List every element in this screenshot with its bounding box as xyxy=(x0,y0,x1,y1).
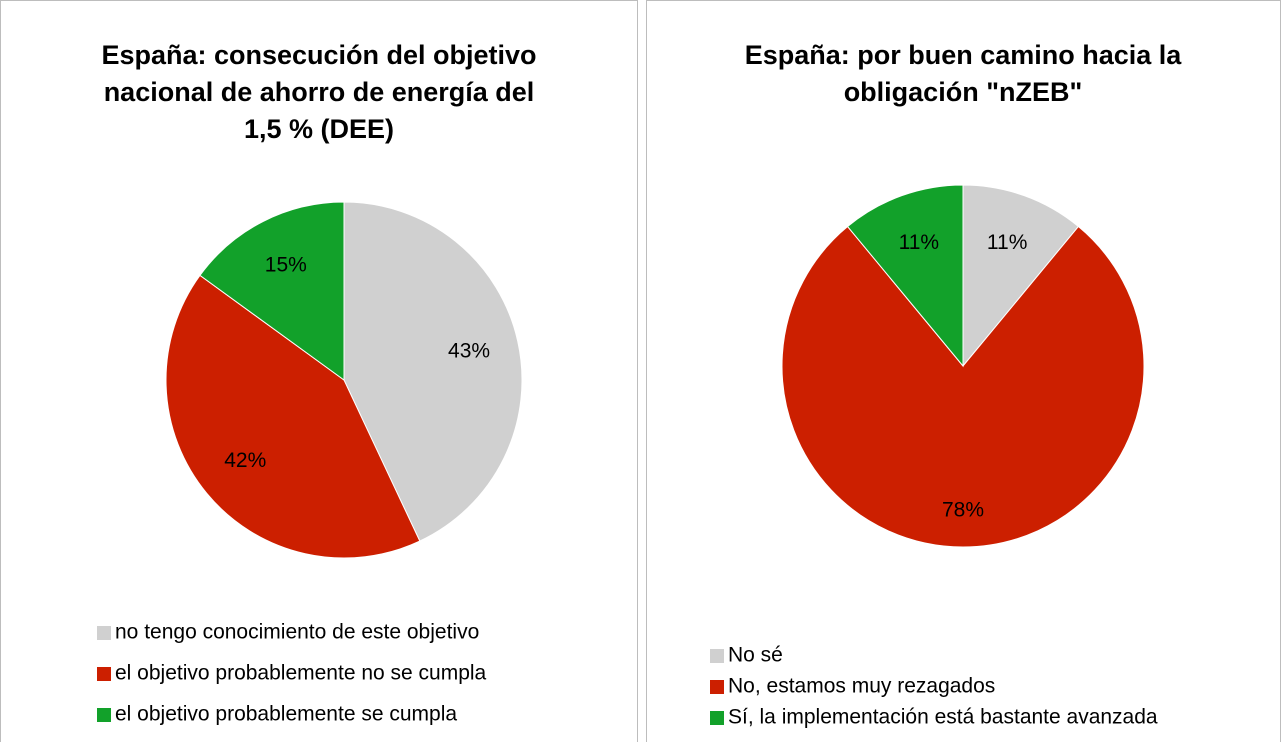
legend-label: Sí, la implementación está bastante avan… xyxy=(728,706,1158,729)
data-label: 15% xyxy=(265,253,307,276)
legend-label: el objetivo probablemente no se cumpla xyxy=(115,662,487,685)
data-label: 42% xyxy=(224,449,266,472)
pie-slice xyxy=(199,201,345,381)
pie-slice xyxy=(781,225,1145,548)
data-label: 78% xyxy=(942,498,984,521)
legend-swatch xyxy=(710,649,724,663)
legend-swatch xyxy=(710,680,724,694)
chart-title: 1,5 % (DEE) xyxy=(244,114,394,144)
chart-title: obligación "nZEB" xyxy=(844,77,1083,107)
legend-label: el objetivo probablemente se cumpla xyxy=(115,703,457,726)
data-label: 43% xyxy=(448,340,490,363)
chart-title: España: por buen camino hacia la xyxy=(745,40,1183,70)
pie-slice xyxy=(962,184,1080,368)
legend-swatch xyxy=(97,667,111,681)
pie-slice xyxy=(165,274,421,559)
chart-title: España: consecución del objetivo xyxy=(101,40,536,70)
chart-title: nacional de ahorro de energía del xyxy=(104,77,535,107)
legend-swatch xyxy=(97,626,111,640)
data-label: 11% xyxy=(899,231,939,254)
legend-label: no tengo conocimiento de este objetivo xyxy=(115,621,479,644)
data-label: 11% xyxy=(987,231,1027,254)
pie-slice xyxy=(846,184,964,368)
legend-swatch xyxy=(710,711,724,725)
legend-label: No, estamos muy rezagados xyxy=(728,675,995,698)
pie-slice xyxy=(343,201,523,542)
legend-swatch xyxy=(97,708,111,722)
legend-label: No sé xyxy=(728,644,783,667)
